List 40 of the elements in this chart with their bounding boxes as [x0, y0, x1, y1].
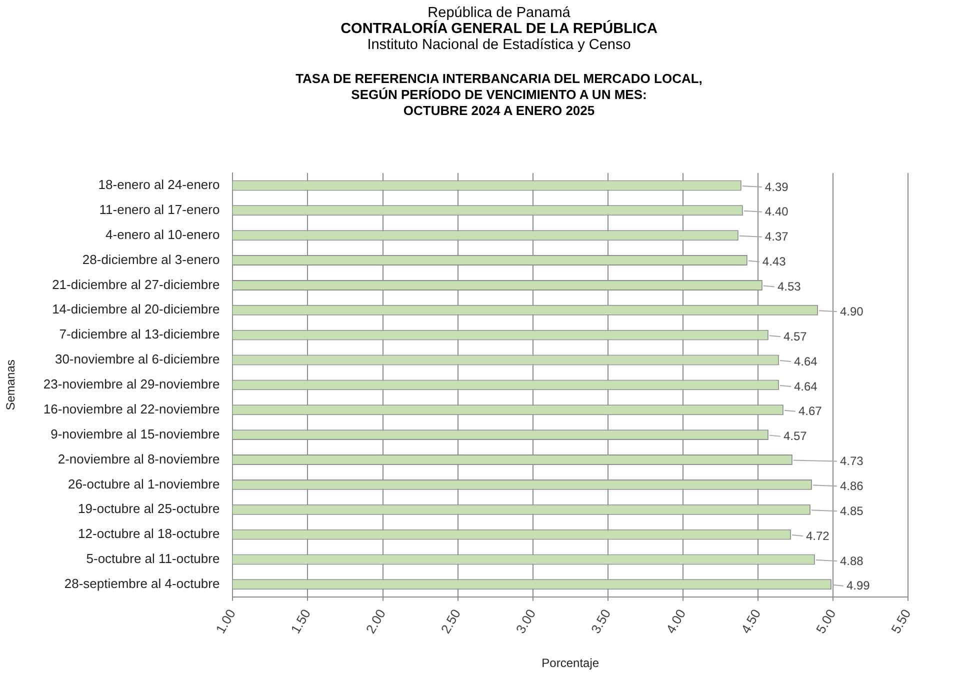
- text: Instituto Nacional de Estadística y Censo: [366, 37, 632, 53]
- y-tick-label: 2-noviembre al 8-noviembre: [58, 451, 220, 466]
- data-label: 4.53: [777, 280, 802, 294]
- y-tick-label: 21-diciembre al 27-diciembre: [52, 276, 220, 292]
- y-tick-label: 4-enero al 10-enero: [106, 226, 220, 242]
- data-label: 4.39: [764, 180, 789, 194]
- data-label: 4.43: [762, 254, 786, 269]
- data-label: 4.67: [798, 404, 822, 418]
- y-tick-label: 28-septiembre al 4-octubre: [64, 576, 220, 591]
- data-label: 4.85: [840, 504, 864, 518]
- y-tick-label: 18-enero al 24-enero: [98, 177, 220, 192]
- text: CONTRALORÍA GENERAL DE LA REPÚBLICA: [340, 21, 658, 37]
- data-label: 4.37: [764, 230, 789, 244]
- y-tick-label: 12-octubre al 18-octubre: [78, 526, 220, 542]
- data-label: 4.57: [783, 329, 808, 344]
- data-label: 4.64: [794, 379, 818, 394]
- y-tick-label: 14-diciembre al 20-diciembre: [52, 302, 220, 317]
- y-tick-label: 9-noviembre al 15-noviembre: [50, 426, 220, 442]
- y-tick-label: 26-octubre al 1-noviembre: [68, 476, 220, 492]
- y-axis-title: Semanas: [4, 360, 18, 410]
- y-tick-label: 16-noviembre al 22-noviembre: [43, 401, 220, 416]
- data-label: 4.40: [764, 204, 789, 219]
- data-label: 4.64: [794, 354, 818, 368]
- data-label: 4.73: [840, 454, 864, 468]
- y-tick-label: 7-diciembre al 13-diciembre: [59, 326, 220, 342]
- data-label: 4.72: [806, 528, 830, 543]
- data-label: 4.86: [840, 478, 864, 493]
- y-tick-label: 11-enero al 17-enero: [99, 202, 220, 217]
- y-tick-label: 28-diciembre al 3-enero: [82, 252, 220, 267]
- chart-title: TASA DE REFERENCIA INTERBANCARIA DEL MERCADO LOCAL, SEGÚN PERÍODO DE VENCIMIENTO A UN MES: OCTUBRE 2024 A ENERO 2025: [294, 71, 704, 119]
- y-tick-label: 23-noviembre al 29-noviembre: [43, 376, 220, 392]
- y-tick-label: 30-noviembre al 6-diciembre: [54, 352, 220, 367]
- data-label: 4.57: [783, 429, 808, 444]
- data-label: 4.88: [840, 554, 864, 568]
- data-label: 4.99: [846, 578, 870, 593]
- y-tick-label: 19-octubre al 25-octubre: [78, 501, 220, 516]
- text: República de Panamá: [428, 5, 572, 21]
- y-tick-label: 5-octubre al 11-octubre: [86, 551, 220, 566]
- x-axis-title: Porcentaje: [542, 656, 600, 670]
- data-label: 4.90: [840, 304, 864, 318]
